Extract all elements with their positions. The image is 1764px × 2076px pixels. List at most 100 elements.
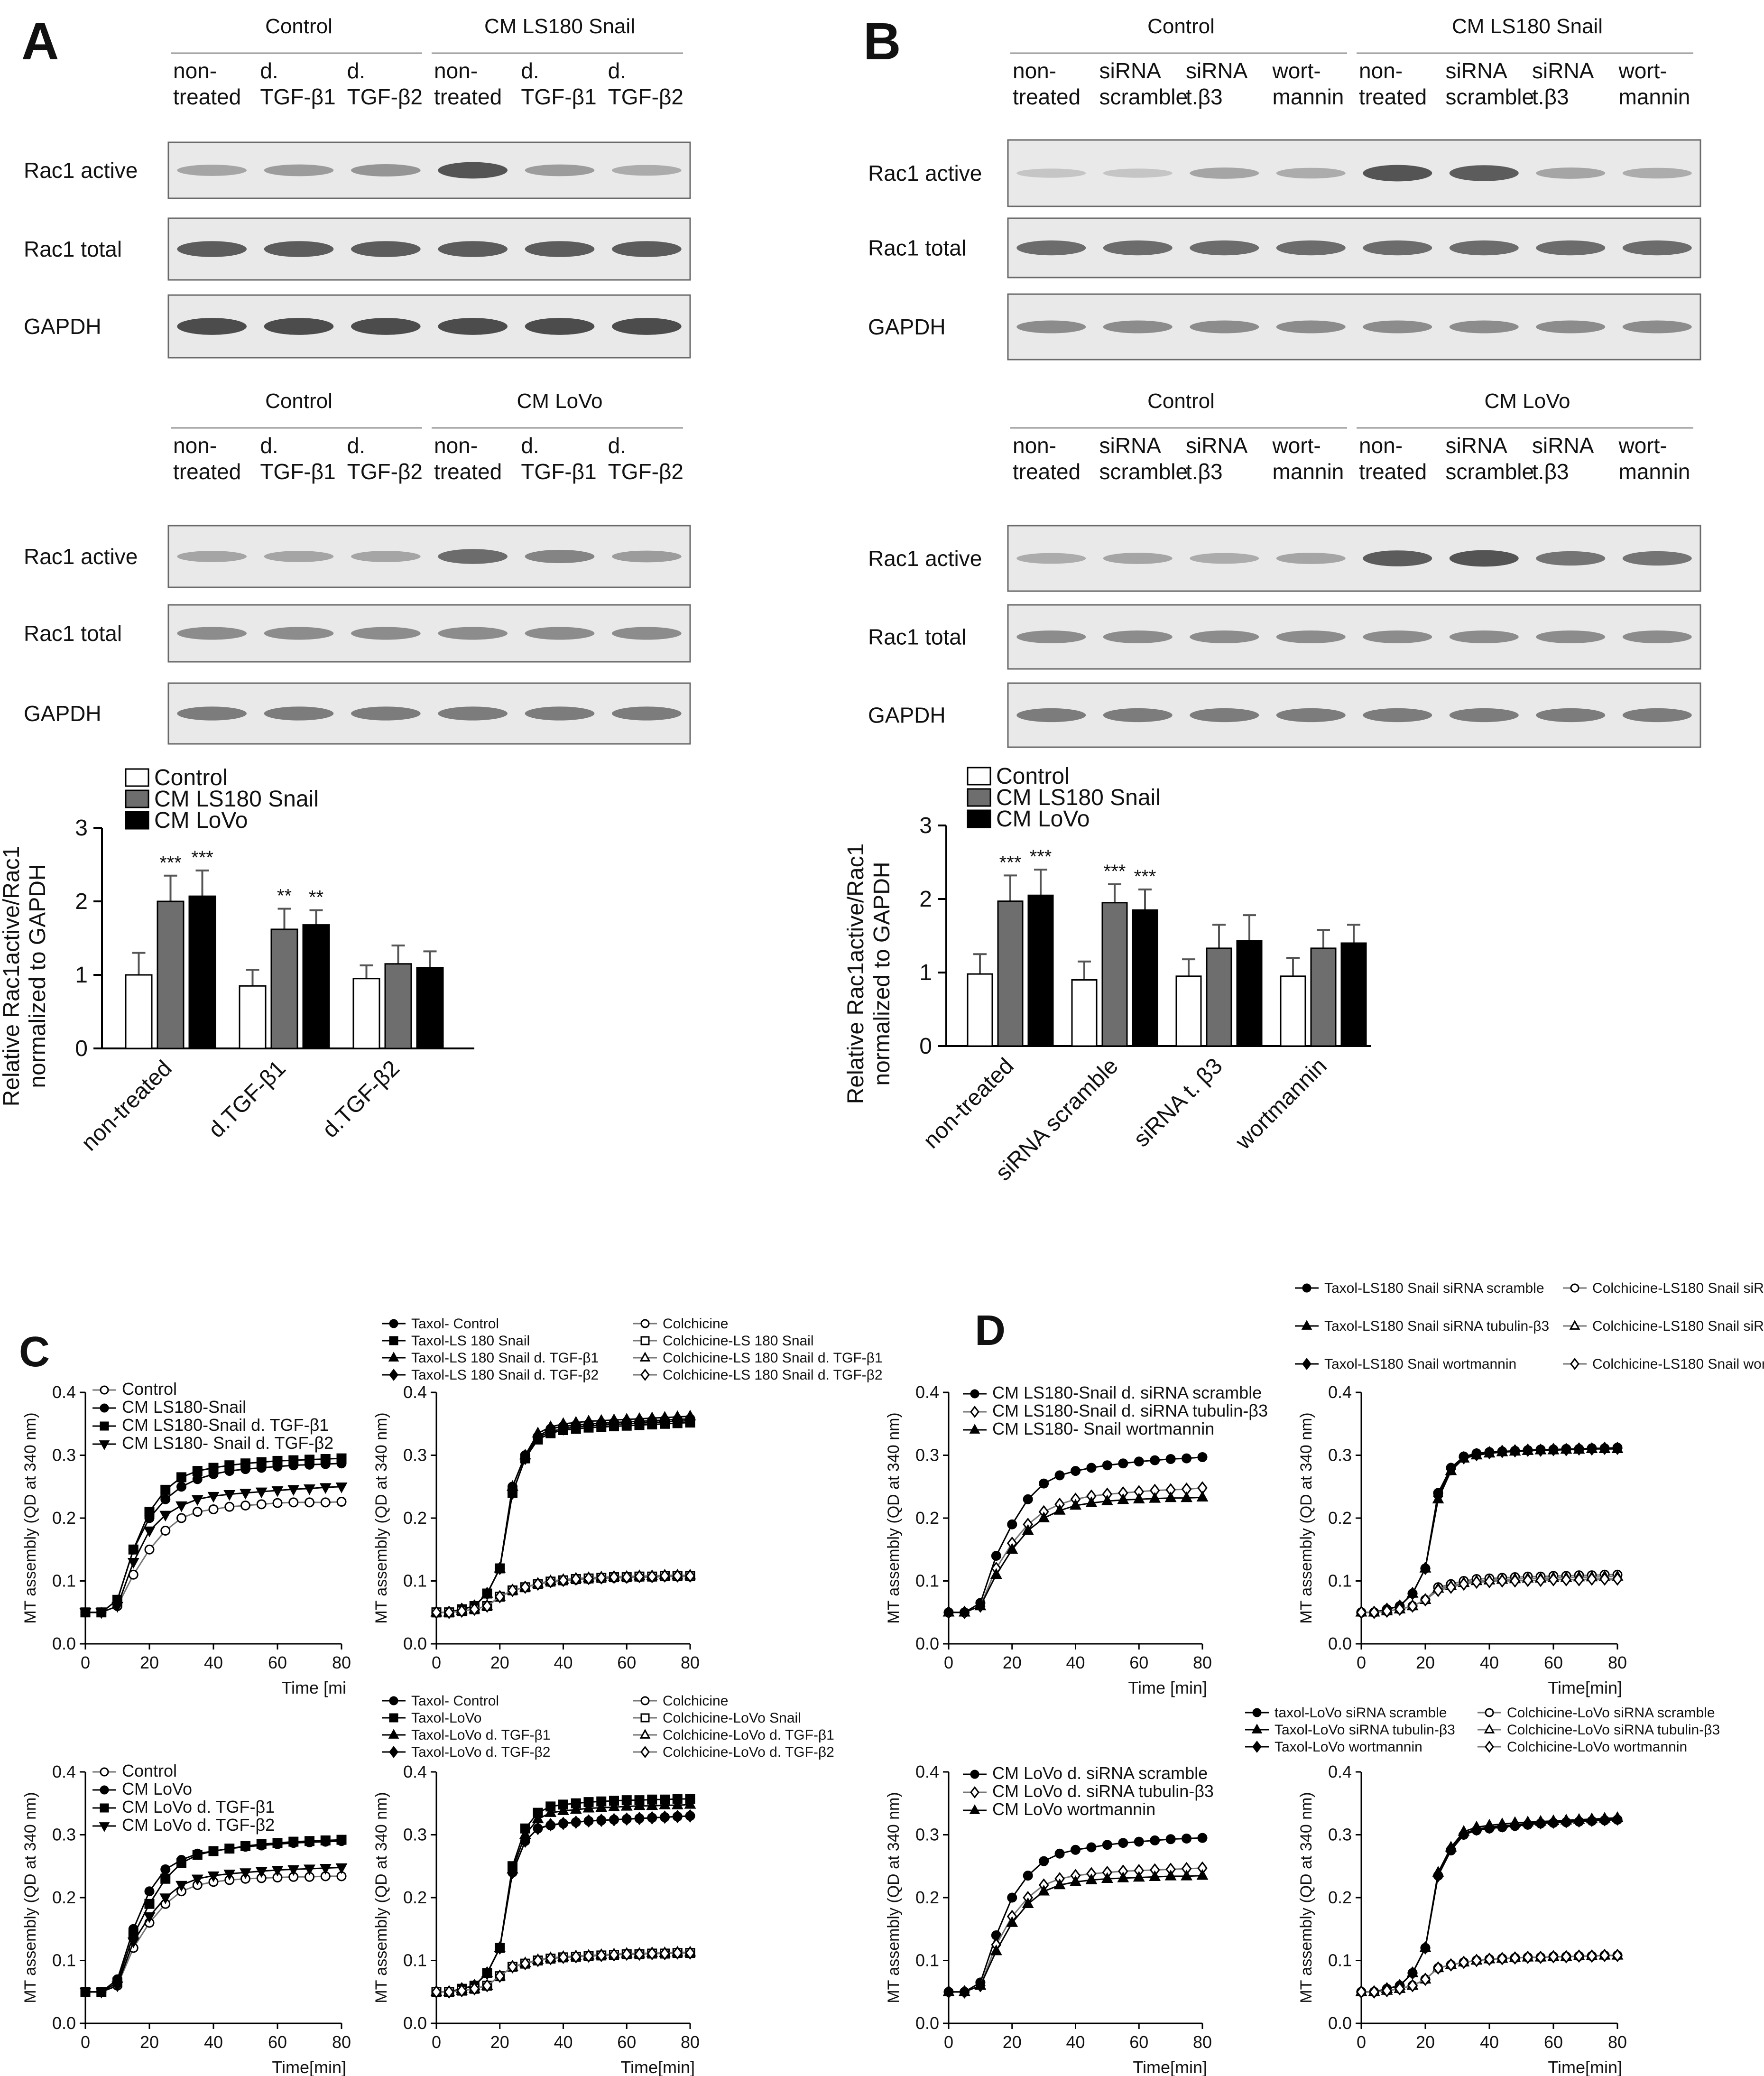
lane-label: TGF-β2 <box>347 459 423 484</box>
data-point <box>389 1319 398 1328</box>
blot-row-label: Rac1 total <box>868 236 966 260</box>
data-point <box>389 1369 398 1381</box>
x-tick-label: 80 <box>1193 1653 1212 1672</box>
y-tick-label: 0.2 <box>915 1508 939 1528</box>
line-chart-c2: 0.0 0.1 0.2 0.3 0.4 0 20 40 60 80 MT assembly (QD … <box>372 1316 883 1672</box>
y-tick-label: 0.4 <box>52 1762 76 1781</box>
data-point <box>191 1495 203 1506</box>
data-point <box>1133 1492 1145 1503</box>
data-point <box>1006 1916 1018 1927</box>
data-point <box>1117 1872 1129 1882</box>
x-axis-label: Time [mi <box>281 1678 346 1697</box>
blot-band <box>1016 240 1086 256</box>
y-tick-label: 3 <box>75 816 88 841</box>
data-point <box>1038 1511 1050 1522</box>
data-point <box>558 1574 569 1587</box>
blot-band <box>1276 630 1346 643</box>
bar <box>188 895 216 1049</box>
data-point <box>208 1846 219 1856</box>
data-point <box>571 1815 582 1829</box>
y-tick-label: 0.4 <box>915 1382 939 1402</box>
data-point <box>1446 1462 1456 1476</box>
x-tick-label: 80 <box>1608 2032 1627 2052</box>
category-label: non-treated <box>919 1053 1019 1153</box>
blot-band <box>1363 165 1432 182</box>
x-tick-label: 40 <box>554 2032 573 2052</box>
data-point <box>990 1944 1002 1956</box>
data-point <box>1433 1489 1443 1503</box>
x-tick-label: 40 <box>204 2032 223 2052</box>
data-point <box>79 1608 92 1619</box>
bar <box>967 973 993 1047</box>
data-point <box>545 1818 556 1832</box>
data-point <box>256 1839 267 1849</box>
data-point <box>192 1507 203 1517</box>
y-tick-label: 0.1 <box>52 1951 76 1970</box>
data-point <box>224 1501 235 1512</box>
blot-band <box>264 318 334 335</box>
data-point <box>223 1869 236 1881</box>
data-point <box>240 1868 251 1879</box>
data-point <box>646 1946 657 1961</box>
x-tick-label: 0 <box>432 1653 441 1672</box>
data-point <box>970 1389 979 1399</box>
lane-label: wort- <box>1272 58 1321 83</box>
panel-label-b: B <box>863 12 901 71</box>
data-point <box>240 1489 251 1500</box>
data-point <box>1497 1445 1507 1458</box>
data-point <box>175 1881 187 1892</box>
data-point <box>1446 1958 1456 1972</box>
data-point <box>100 1785 109 1795</box>
legend-label: Taxol- Control <box>411 1316 499 1332</box>
data-point <box>1356 1985 1367 1999</box>
data-point <box>1420 1973 1431 1986</box>
blot-band <box>351 164 421 176</box>
blot-band <box>177 627 247 640</box>
blot-band <box>1190 630 1259 643</box>
data-point <box>305 1497 314 1508</box>
data-point <box>1570 1358 1579 1370</box>
blot-band <box>1449 165 1519 181</box>
y-tick-label: 0.4 <box>403 1382 427 1402</box>
x-tick-label: 60 <box>268 1653 287 1672</box>
data-point <box>255 1867 268 1878</box>
blot-band <box>1103 320 1173 334</box>
data-point <box>571 1420 582 1434</box>
x-tick-label: 0 <box>944 1653 953 1672</box>
data-point <box>192 1466 203 1476</box>
y-tick-label: 0.0 <box>1328 2013 1352 2033</box>
blot-band <box>1449 550 1519 567</box>
lane-label: t.β3 <box>1532 84 1569 109</box>
blot-band <box>1622 708 1692 723</box>
y-axis-label: MT assembly (QD at 340 nm) <box>21 1792 39 2003</box>
data-point <box>1197 1452 1208 1462</box>
data-point <box>1446 1842 1456 1855</box>
data-point <box>1006 1543 1018 1554</box>
x-tick-label: 0 <box>1357 2032 1366 2052</box>
category-label: d.TGF-β1 <box>203 1056 290 1142</box>
y-tick-label: 0.3 <box>915 1825 939 1844</box>
blot-band <box>177 551 247 562</box>
x-tick-label: 0 <box>1357 1653 1366 1672</box>
data-point <box>1599 1813 1610 1826</box>
data-point <box>143 1912 156 1923</box>
blot-band <box>1622 551 1692 566</box>
bar <box>1280 975 1306 1047</box>
y-axis-label: MT assembly (QD at 340 nm) <box>372 1412 390 1623</box>
legend-label: Colchicine-LS 180 Snail <box>663 1333 814 1349</box>
legend-label: Control <box>122 1379 177 1399</box>
bar <box>125 974 153 1049</box>
data-point <box>571 1572 582 1586</box>
lane-label: mannin <box>1273 459 1344 484</box>
legend-label: CM LoVo <box>122 1779 192 1798</box>
lane-label: non- <box>434 433 478 458</box>
legend-label: Colchicine-LoVo d. TGF-β2 <box>663 1744 834 1760</box>
blot-band <box>438 162 508 179</box>
blot-band <box>1103 168 1173 178</box>
data-point <box>1252 1708 1262 1717</box>
data-point <box>1023 1871 1033 1881</box>
data-point <box>207 1871 220 1882</box>
data-point <box>970 1770 979 1779</box>
blot-band <box>1276 167 1346 179</box>
x-tick-label: 80 <box>681 2032 700 2052</box>
